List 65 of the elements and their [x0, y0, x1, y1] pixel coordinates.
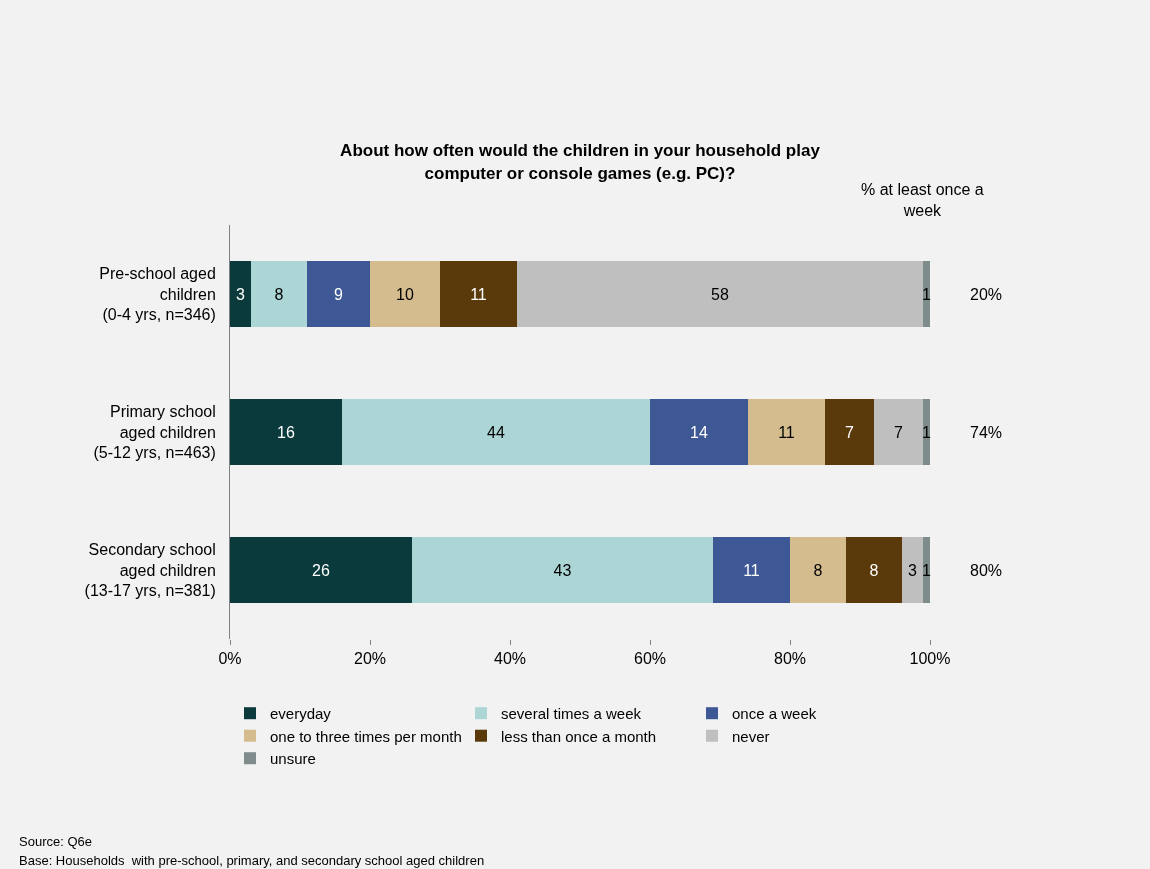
data-label: 16 — [277, 423, 295, 441]
legend-label: one to three times per month — [270, 727, 462, 745]
text: 80% — [970, 562, 1003, 579]
x-tick-label: 40% — [493, 650, 527, 668]
bar — [412, 536, 713, 604]
data-label: 10 — [396, 285, 414, 303]
y-tick-label: Pre-school aged children (0-4 yrs, n=346) — [99, 264, 216, 324]
data-label: 11 — [743, 561, 760, 579]
bar — [713, 536, 790, 604]
bar — [650, 398, 748, 466]
text: % at least once a week — [861, 181, 984, 219]
data-label: 14 — [690, 423, 708, 441]
legend-label: several times a week — [501, 705, 642, 723]
data-label: 43 — [553, 561, 572, 579]
chart-title: About how often would the children in your household play computer or console games (e.g. PC)? — [340, 141, 821, 183]
y-tick-label: Secondary school aged children (13-17 yrs, n=381) — [84, 540, 216, 600]
x-tick-label: 0% — [218, 650, 242, 668]
bar — [517, 260, 923, 328]
bar — [923, 398, 930, 466]
data-label: 7 — [845, 423, 854, 441]
source-note: Source: Q6e — [19, 834, 92, 849]
data-label: 3 — [908, 561, 917, 579]
data-label: 7 — [894, 423, 903, 441]
bar — [923, 536, 930, 604]
text: Base: Households with pre-school, primary, and secondary school aged children — [19, 853, 485, 868]
bar — [370, 260, 440, 328]
bar — [251, 260, 307, 328]
bar — [923, 260, 930, 328]
data-label: 9 — [334, 285, 343, 303]
bar — [790, 536, 846, 604]
bar — [874, 398, 923, 466]
bar — [230, 398, 342, 466]
legend-label: unsure — [270, 750, 316, 768]
text: 20% — [970, 286, 1003, 303]
bar — [230, 536, 412, 604]
bar — [342, 398, 650, 466]
x-tick-label: 80% — [773, 650, 807, 668]
bar — [825, 398, 874, 466]
x-tick-label: 60% — [633, 650, 667, 668]
data-label: 58 — [711, 285, 729, 303]
bar — [440, 260, 517, 328]
bar — [846, 536, 902, 604]
data-label: 3 — [236, 285, 245, 303]
data-label: 1 — [922, 285, 931, 303]
data-label: 11 — [470, 285, 487, 303]
data-label: 11 — [778, 423, 795, 441]
legend-label: once a week — [732, 705, 817, 723]
bar — [307, 260, 370, 328]
bar — [230, 260, 251, 328]
x-tick-label: 20% — [353, 650, 387, 668]
data-label: 8 — [274, 285, 284, 303]
bar — [748, 398, 825, 466]
x-tick-label: 100% — [909, 650, 951, 668]
text: 74% — [970, 424, 1003, 441]
data-label: 1 — [922, 561, 931, 579]
data-label: 8 — [869, 561, 879, 579]
y-tick-label: Primary school aged children (5-12 yrs, n=463) — [93, 402, 216, 462]
legend-label: less than once a month — [501, 727, 657, 745]
legend-label: never — [732, 727, 770, 745]
data-label: 1 — [922, 423, 931, 441]
data-label: 8 — [813, 561, 823, 579]
data-label: 44 — [487, 423, 505, 441]
legend-label: everyday — [270, 705, 332, 723]
data-label: 26 — [312, 561, 330, 579]
bar — [902, 536, 923, 604]
